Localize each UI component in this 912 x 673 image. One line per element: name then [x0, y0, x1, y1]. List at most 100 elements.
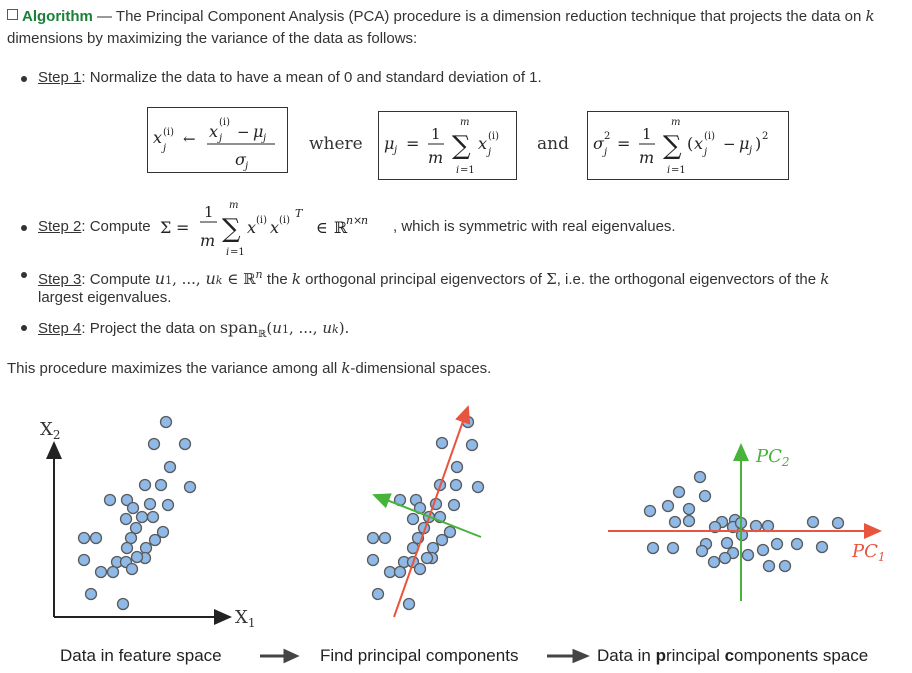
svg-text:ℝ: ℝ [334, 218, 348, 237]
svg-text:1: 1 [642, 125, 652, 143]
data-point [139, 541, 153, 555]
svg-text:=: = [176, 218, 189, 237]
svg-text:i: i [456, 165, 459, 176]
flow-arrow-icon [547, 648, 590, 664]
svg-text:1: 1 [431, 125, 441, 143]
principal-components-points [366, 415, 485, 611]
algorithm-label: Algorithm [22, 8, 93, 25]
svg-text:2: 2 [604, 131, 610, 142]
data-point [120, 493, 134, 507]
svg-text:m: m [671, 117, 680, 128]
data-point [125, 562, 139, 576]
svg-text:): ) [755, 134, 761, 153]
caption-feature-space: Data in feature space [60, 646, 222, 665]
data-point [718, 551, 732, 565]
flow-arrow-icon [260, 648, 300, 664]
bullet-icon [21, 225, 27, 231]
data-point [94, 565, 108, 579]
data-point [130, 550, 144, 564]
data-point [756, 543, 770, 557]
svg-text:x: x [247, 218, 256, 237]
svg-text:×: × [353, 214, 362, 227]
data-point [707, 555, 721, 569]
data-point [778, 559, 792, 573]
svg-text:=: = [617, 134, 630, 153]
data-point [682, 502, 696, 516]
data-point [126, 501, 140, 515]
data-point [84, 587, 98, 601]
svg-text:−: − [237, 123, 250, 141]
step-1-label[interactable]: Step 1 [38, 69, 82, 86]
step-2-label[interactable]: Step 2 [38, 218, 82, 235]
data-point [378, 531, 392, 545]
svg-text:(i): (i) [256, 215, 267, 226]
svg-text:x: x [478, 134, 487, 153]
step-4-label[interactable]: Step 4 [38, 320, 82, 337]
data-point [106, 565, 120, 579]
svg-text:m: m [460, 117, 469, 128]
svg-text:(i): (i) [279, 215, 290, 226]
svg-text:2: 2 [762, 131, 768, 142]
data-point [815, 540, 829, 554]
svg-text:n: n [361, 214, 368, 227]
svg-text:∑: ∑ [663, 131, 682, 161]
data-point [402, 597, 416, 611]
data-point [790, 537, 804, 551]
svg-text:−: − [723, 135, 736, 153]
variance-equation-box [587, 111, 789, 180]
data-point [393, 565, 407, 579]
svg-text:j: j [392, 145, 397, 156]
data-point [154, 478, 168, 492]
svg-text:=1: =1 [671, 165, 686, 176]
svg-text:∈: ∈ [316, 218, 328, 237]
data-point [138, 478, 152, 492]
svg-text:=1: =1 [230, 247, 245, 258]
svg-text:Σ: Σ [160, 218, 171, 237]
pca-figure: X2 X1 PC2 PC1 [40, 405, 886, 664]
svg-text:m: m [639, 148, 654, 167]
step-2-suffix: , which is symmetric with real eigenvalu… [393, 218, 676, 235]
data-point [741, 548, 755, 562]
data-point [147, 437, 161, 451]
data-point [116, 597, 130, 611]
data-point [447, 498, 461, 512]
data-point [371, 587, 385, 601]
mean-equation-box [378, 111, 517, 180]
x-axis-label: X1 [235, 607, 255, 630]
svg-text:μ: μ [253, 122, 263, 141]
y-axis-label: X2 [40, 419, 60, 442]
step-3-label[interactable]: Step 3 [38, 271, 82, 288]
data-point [668, 515, 682, 529]
covariance-equation: Σ = 1 m m ∑ i =1 x (i) x (i) T ∈ ℝ n ×n [160, 200, 368, 258]
data-point [426, 541, 440, 555]
svg-text:j: j [217, 133, 222, 144]
data-point [148, 533, 162, 547]
feature-space-points [77, 415, 197, 611]
data-point [435, 436, 449, 450]
svg-text:j: j [747, 145, 752, 156]
svg-text:T: T [295, 207, 304, 220]
data-point [183, 480, 197, 494]
data-point [120, 541, 134, 555]
data-point [161, 498, 175, 512]
svg-text:i: i [226, 247, 229, 258]
pc1-direction-line [393, 405, 471, 618]
svg-text:∑: ∑ [222, 214, 241, 244]
data-point [449, 478, 463, 492]
data-point [77, 553, 91, 567]
svg-text:x: x [153, 128, 162, 147]
svg-text:j: j [702, 147, 707, 158]
data-point [720, 536, 734, 550]
step-3-line2: largest eigenvalues. [38, 289, 172, 306]
data-point [159, 415, 173, 429]
svg-text:←: ← [183, 130, 196, 148]
svg-text:(: ( [687, 134, 693, 153]
mean-equation: μ j = 1 m m ∑ i =1 x (i) j [384, 117, 499, 176]
closing-sentence: This procedure maximizes the variance am… [7, 359, 492, 377]
svg-text:(i): (i) [219, 117, 230, 128]
data-point [103, 493, 117, 507]
data-point [672, 485, 686, 499]
svg-text:m: m [229, 200, 238, 211]
svg-text:(i): (i) [488, 131, 499, 142]
caption-find-components: Find principal components [320, 646, 519, 665]
